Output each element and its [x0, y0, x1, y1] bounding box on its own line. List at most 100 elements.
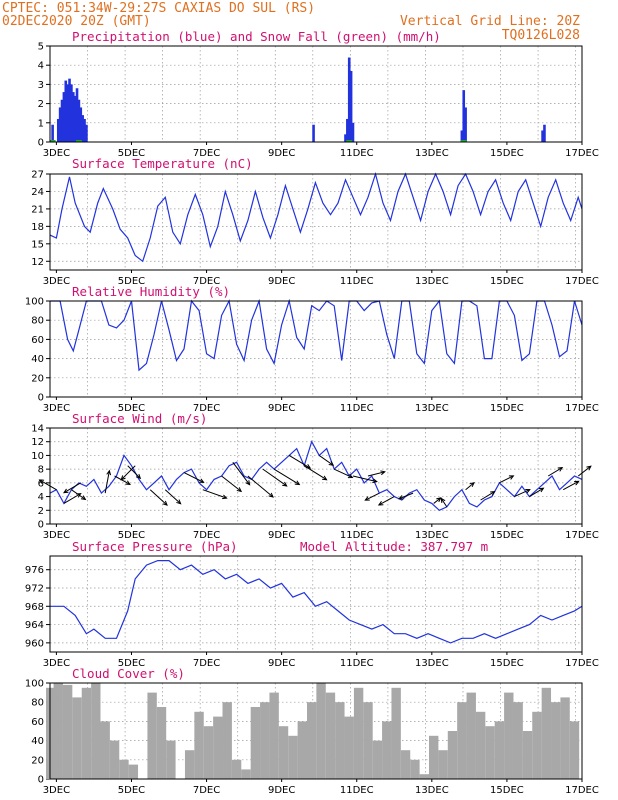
- wind-vector-head: [347, 473, 354, 479]
- cloud-cover-bar: [325, 692, 336, 779]
- wind-vector: [303, 465, 327, 481]
- header-model: TQ0126L028: [502, 28, 580, 43]
- precipitation-bar: [79, 107, 83, 142]
- wind-vector-head: [586, 465, 592, 471]
- y-tick-label: 60: [31, 717, 44, 728]
- cloud-cover-bar: [91, 683, 101, 779]
- wind-vector: [247, 475, 274, 498]
- x-tick-label: 15DEC: [490, 530, 524, 541]
- y-tick-label: 0: [38, 393, 44, 404]
- precipitation-bar: [71, 92, 75, 142]
- y-tick-label: 18: [31, 222, 44, 233]
- cloud-cover-bar: [485, 726, 495, 779]
- wind-vector-head: [125, 480, 131, 485]
- plot-frame: [49, 300, 583, 398]
- temperature-panel: Surface Temperature (nC) 12 15 18 21 24 27 3DE…: [31, 156, 599, 287]
- y-tick-label: 968: [25, 602, 44, 613]
- x-tick-label: 17DEC: [565, 658, 599, 669]
- precipitation-bar: [464, 107, 467, 142]
- x-tick-label: 9DEC: [268, 658, 295, 669]
- precipitation-bar: [347, 57, 351, 142]
- y-tick-label: 0: [38, 775, 44, 786]
- precipitation-bar: [73, 95, 77, 142]
- precipitation-bar: [543, 124, 546, 142]
- wind-vector-head: [236, 487, 243, 493]
- y-tick-label: 0: [38, 520, 44, 531]
- wind-vector-head: [574, 480, 580, 486]
- x-tick-label: 7DEC: [193, 658, 220, 669]
- cloud-cover-bar: [466, 692, 476, 779]
- wind-vector-head: [268, 492, 274, 498]
- x-tick-label: 13DEC: [415, 785, 449, 796]
- x-tick-label: 17DEC: [565, 148, 599, 159]
- wind-vector-head: [162, 500, 168, 506]
- y-tick-label: 80: [31, 698, 44, 709]
- precipitation-bar: [75, 88, 79, 142]
- x-tick-label: 17DEC: [565, 403, 599, 414]
- cloud-cover-bar: [72, 697, 82, 779]
- wind-vector: [71, 489, 86, 500]
- precipitation-bar: [62, 92, 66, 142]
- y-tick-label: 0: [38, 138, 44, 149]
- wind-vector-head: [508, 475, 515, 480]
- header-grid-line: Vertical Grid Line: 20Z: [400, 14, 580, 29]
- y-tick-label: 4: [38, 492, 44, 503]
- wind-vector-head: [294, 480, 301, 486]
- precipitation-bar: [83, 118, 86, 142]
- wind-vector: [367, 471, 385, 477]
- wind-vector: [577, 465, 592, 477]
- cloud-cover-bar: [278, 726, 289, 779]
- cloud-cover-bar: [410, 759, 420, 779]
- precipitation-bar: [460, 130, 464, 142]
- wind-vector-head: [80, 495, 87, 501]
- y-tick-label: 100: [25, 679, 44, 690]
- wind-vector-head: [328, 461, 335, 466]
- y-tick-label: 21: [31, 204, 44, 215]
- precipitation-bar: [462, 90, 466, 142]
- wind-vector: [164, 489, 181, 505]
- wind-vector-head: [525, 488, 531, 494]
- x-tick-label: 15DEC: [490, 148, 524, 159]
- cloud-cover-bar: [194, 711, 204, 779]
- x-tick-label: 9DEC: [268, 785, 295, 796]
- cloud-cover-bar: [382, 721, 392, 779]
- y-tick-label: 972: [25, 584, 44, 595]
- snowfall-bar: [75, 140, 82, 142]
- cloud-cover-bar: [353, 687, 364, 779]
- y-tick-label: 10: [31, 451, 44, 462]
- wind-vector: [63, 493, 81, 504]
- cloud-cover-bar: [213, 716, 223, 779]
- cloud-cover-bar: [475, 711, 486, 779]
- cloud-cover-bar: [316, 683, 326, 779]
- wind-vector: [114, 475, 131, 485]
- wind-vector: [514, 489, 531, 498]
- wind-vector: [352, 475, 377, 483]
- x-tick-label: 9DEC: [268, 530, 295, 541]
- y-tick-label: 976: [25, 565, 44, 576]
- x-tick-label: 7DEC: [193, 403, 220, 414]
- plot-frame: [49, 173, 583, 271]
- wind-vector: [232, 461, 251, 485]
- cloud-cover-bar: [53, 683, 63, 779]
- y-tick-label: 14: [31, 424, 44, 435]
- x-tick-label: 3DEC: [43, 403, 70, 414]
- cloud-cover-bar: [569, 721, 580, 779]
- precipitation-bar: [81, 115, 84, 142]
- wind-line: [49, 440, 583, 512]
- wind-vector-head: [372, 478, 378, 484]
- wind-vector: [63, 482, 82, 494]
- cloud-cover-bar: [532, 711, 542, 779]
- y-tick-label: 40: [31, 736, 44, 747]
- wind-vector: [39, 479, 57, 491]
- wind-vector-head: [557, 467, 564, 472]
- cloud-cover-bar: [504, 692, 514, 779]
- x-tick-label: 15DEC: [490, 403, 524, 414]
- x-tick-label: 11DEC: [340, 530, 374, 541]
- temperature-title: Surface Temperature (nC): [72, 156, 253, 171]
- y-tick-label: 4: [38, 61, 44, 72]
- x-tick-label: 15DEC: [490, 276, 524, 287]
- x-tick-label: 9DEC: [268, 148, 295, 159]
- wind-vector-head: [322, 475, 328, 481]
- precipitation-bar: [77, 99, 81, 142]
- precipitation-bar: [541, 130, 544, 142]
